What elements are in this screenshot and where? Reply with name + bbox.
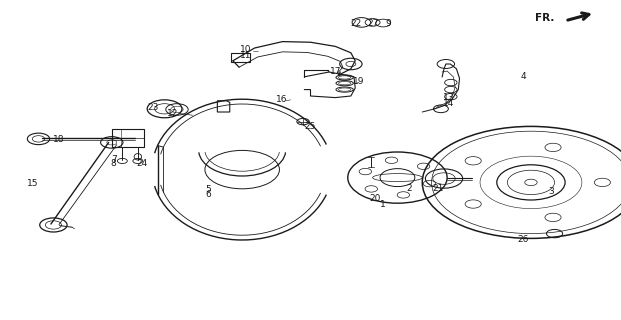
Text: 8: 8 <box>111 159 117 168</box>
Text: 15: 15 <box>27 179 39 188</box>
Text: 12: 12 <box>167 109 178 118</box>
Text: 2: 2 <box>406 184 412 193</box>
Text: 9: 9 <box>386 19 392 28</box>
Text: 10: 10 <box>240 45 251 54</box>
Text: 4: 4 <box>520 72 527 81</box>
Text: 6: 6 <box>205 190 211 199</box>
Text: 26: 26 <box>518 235 529 244</box>
Text: 25: 25 <box>305 122 316 131</box>
Text: 21: 21 <box>433 184 444 193</box>
Text: FR.: FR. <box>535 12 555 23</box>
Text: 20: 20 <box>369 194 381 203</box>
Text: 13: 13 <box>443 93 454 102</box>
Text: 7: 7 <box>111 155 117 164</box>
Text: 1: 1 <box>380 200 386 209</box>
Text: 18: 18 <box>53 135 65 144</box>
Text: 14: 14 <box>443 99 454 108</box>
Text: 11: 11 <box>240 51 251 60</box>
Bar <box>112 129 144 147</box>
Text: 23: 23 <box>148 103 159 112</box>
Text: 22: 22 <box>350 19 361 28</box>
Bar <box>231 53 250 62</box>
Text: 24: 24 <box>136 159 147 168</box>
Text: 17: 17 <box>330 68 341 76</box>
Text: 19: 19 <box>353 77 365 86</box>
Text: 5: 5 <box>205 185 211 194</box>
Text: 27: 27 <box>368 19 379 28</box>
Text: 3: 3 <box>548 187 554 196</box>
Text: 16: 16 <box>276 95 287 104</box>
